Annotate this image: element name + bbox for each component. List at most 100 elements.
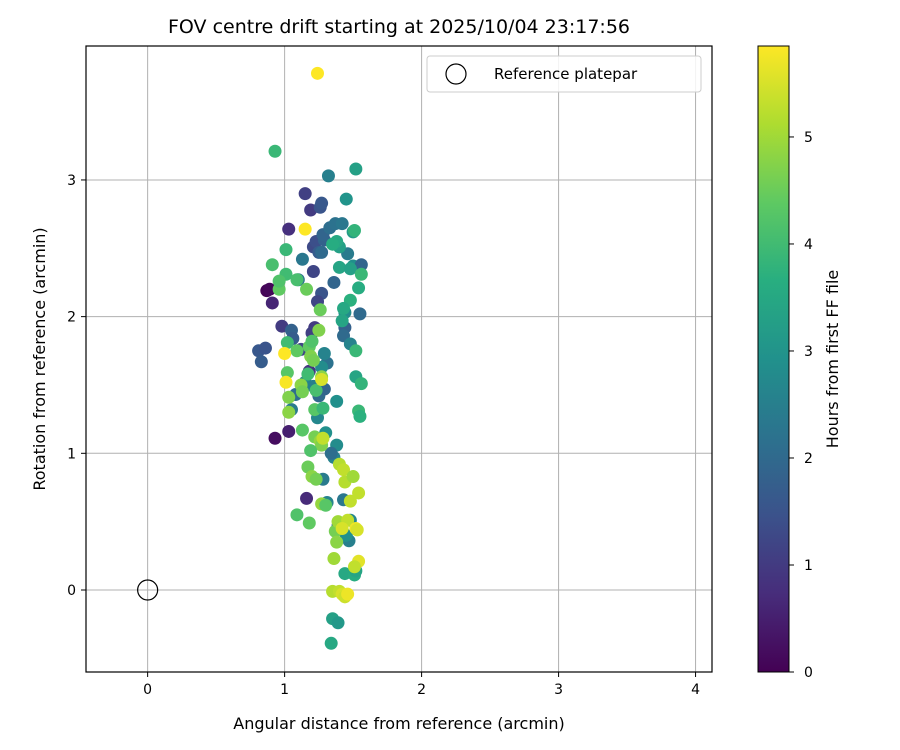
colorbar-tick-label: 1 [804,558,813,574]
data-point [268,144,282,158]
data-point [298,222,312,236]
data-point [263,282,277,296]
data-point [306,353,320,367]
data-point [280,366,294,380]
y-tick-label: 2 [67,310,76,326]
data-point [298,187,312,201]
data-point [272,274,286,288]
data-point [290,508,304,522]
data-point [321,169,335,183]
data-point [354,377,368,391]
x-tick-label: 4 [691,682,700,698]
data-point [265,258,279,272]
data-point [347,560,361,574]
data-point [327,275,341,289]
colorbar-tick-label: 5 [804,130,813,146]
colorbar-label: Hours from first FF file [823,270,842,449]
colorbar-tick-label: 4 [804,237,813,253]
data-point [346,470,360,484]
colorbar-tick-label: 2 [804,451,813,467]
data-point [295,385,309,399]
grid-lines [86,46,712,672]
data-point [335,314,349,328]
data-point [282,405,296,419]
data-point [337,463,351,477]
data-point [301,367,315,381]
data-point [278,347,292,361]
data-point [309,472,323,486]
x-tick-label: 1 [280,682,289,698]
colorbar-tick-label: 3 [804,344,813,360]
data-point [324,446,338,460]
data-point [335,217,349,231]
data-point [332,260,346,274]
y-tick-label: 1 [67,446,76,462]
colorbar-ticks: 0 1 2 3 4 5 [789,130,813,681]
data-point [304,444,318,458]
data-point [282,222,296,236]
data-points [137,66,368,650]
data-point [290,344,304,358]
data-point [258,341,272,355]
data-point [268,431,282,445]
legend-label-reference-platepar: Reference platepar [494,65,638,83]
data-point [352,486,366,500]
data-point [327,552,341,566]
data-point [337,301,351,315]
data-point [305,334,319,348]
data-point [354,267,368,281]
data-point [315,373,329,387]
y-axis-ticks: 0 1 2 3 [67,173,86,599]
legend-marker-reference-platepar [445,63,467,85]
data-point [302,516,316,530]
data-point [313,303,327,317]
data-point [319,498,333,512]
data-point [306,265,320,279]
data-point [316,401,330,415]
data-point [290,273,304,287]
colorbar-tick-label: 0 [804,665,813,681]
data-point [300,282,314,296]
data-point [315,245,329,259]
data-point [343,262,357,276]
y-tick-label: 0 [67,583,76,599]
data-point [295,423,309,437]
data-point [324,636,338,650]
data-point [347,224,361,238]
data-point [300,491,314,505]
legend-box [426,55,702,93]
data-point [309,383,323,397]
data-point [282,424,296,438]
data-point [353,409,367,423]
data-point [254,355,268,369]
y-axis-label: Rotation from reference (arcmin) [30,227,49,490]
data-point [349,344,363,358]
data-point [280,336,294,350]
data-point [352,281,366,295]
data-point [341,587,355,601]
chart-title: FOV centre drift starting at 2025/10/04 … [168,16,630,38]
data-point [326,237,340,251]
data-point [338,567,352,581]
data-point [335,521,349,535]
x-axis-label: Angular distance from reference (arcmin) [233,714,564,733]
x-tick-label: 2 [417,682,426,698]
legend: Reference platepar [426,55,702,93]
colorbar: 0 1 2 3 4 5 Hours from first FF file [757,45,842,681]
plot-frame [85,45,713,673]
data-point [295,252,309,266]
data-point [330,394,344,408]
x-tick-label: 3 [554,682,563,698]
data-point [353,307,367,321]
data-point [315,196,329,210]
data-point [265,296,279,310]
data-point [312,323,326,337]
data-point [310,66,324,80]
x-axis-ticks: 0 1 2 3 4 [143,672,700,698]
data-point [279,243,293,257]
data-point [350,523,364,537]
data-point [349,162,363,176]
y-tick-label: 3 [67,173,76,189]
colorbar-gradient [757,45,790,673]
x-tick-label: 0 [143,682,152,698]
